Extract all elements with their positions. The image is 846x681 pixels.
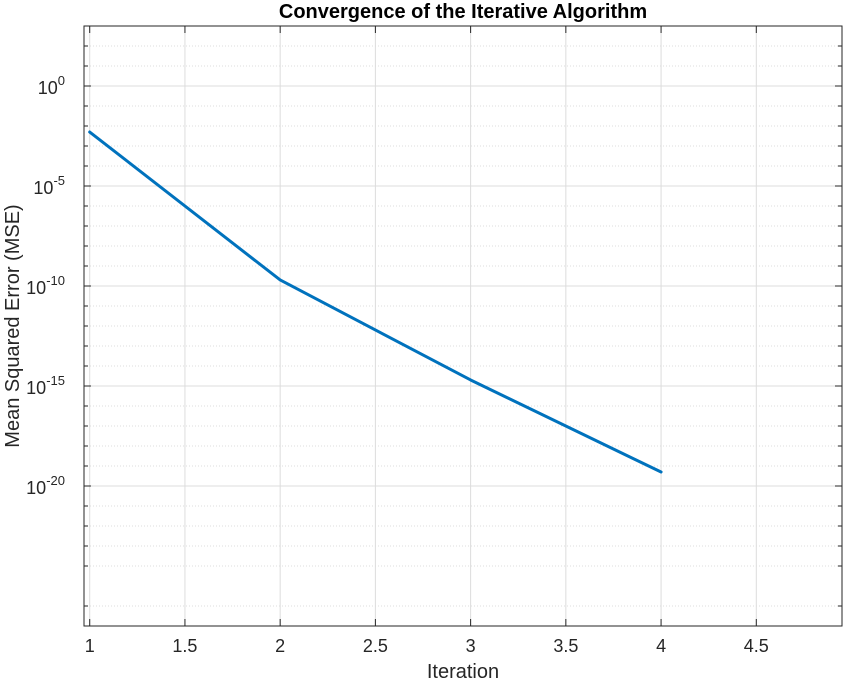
x-tick-label: 1.5 (172, 636, 197, 656)
x-tick-labels: 1 1.5 2 2.5 3 3.5 4 4.5 (85, 636, 769, 656)
y-tick-label: 10-5 (33, 173, 65, 198)
x-tick-label: 2.5 (363, 636, 388, 656)
series-layer (88, 130, 663, 474)
major-grid (84, 26, 842, 626)
y-tick-label: 10-15 (26, 373, 65, 398)
y-tick-label: 100 (38, 73, 65, 98)
series-line-1 (88, 130, 663, 474)
y-tick-label: 10-20 (26, 473, 65, 498)
y-axis-label: Mean Squared Error (MSE) (2, 204, 24, 447)
x-tick-label: 3 (466, 636, 476, 656)
x-tick-label: 3.5 (553, 636, 578, 656)
x-tick-label: 2 (275, 636, 285, 656)
ticks-layer (84, 25, 842, 627)
y-tick-label: 10-10 (26, 273, 65, 298)
y-tick-labels: 100 10-5 10-10 10-15 10-20 (26, 73, 65, 498)
x-tick-label: 4.5 (744, 636, 769, 656)
x-axis-label: Iteration (427, 661, 499, 681)
chart-title: Convergence of the Iterative Algorithm (279, 1, 647, 23)
x-tick-label: 4 (656, 636, 666, 656)
x-tick-label: 1 (85, 636, 95, 656)
